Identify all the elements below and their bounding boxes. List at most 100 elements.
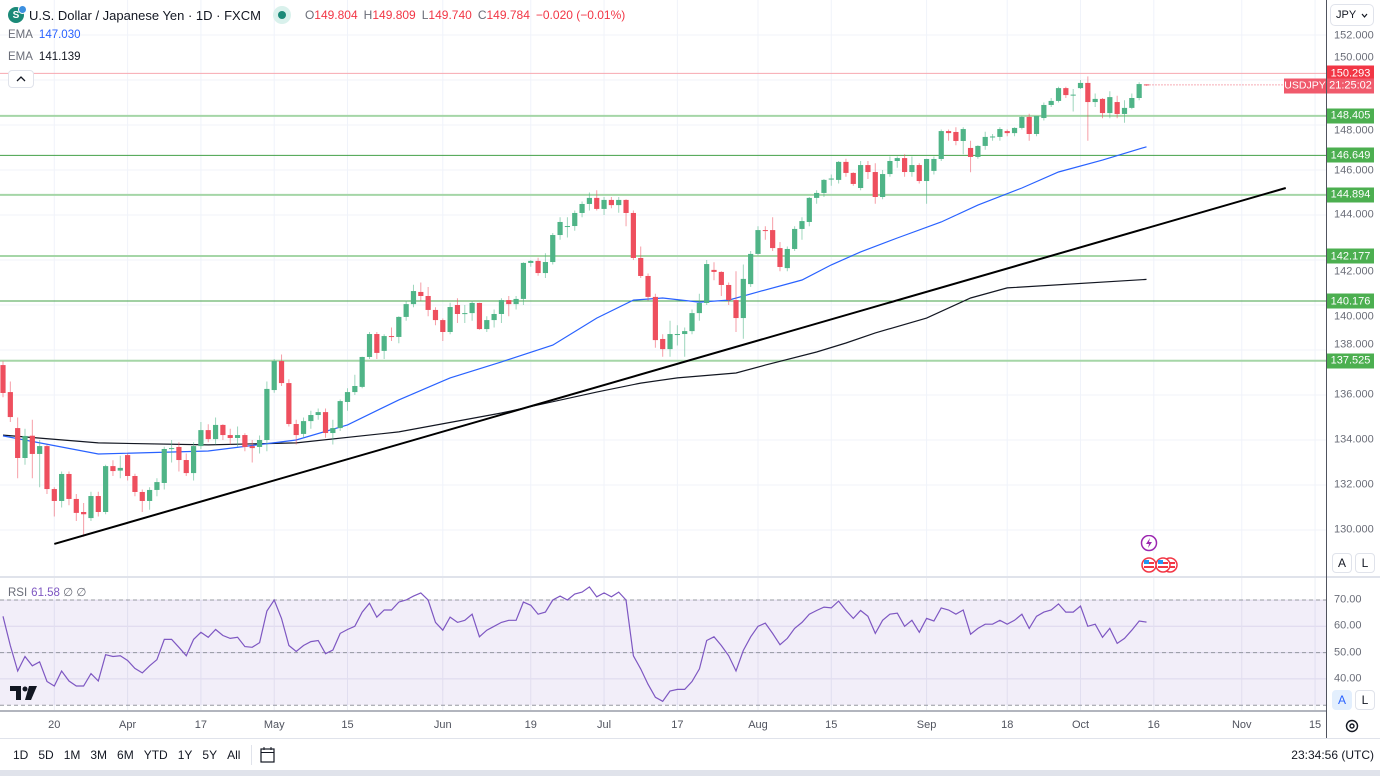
candle-body — [1085, 82, 1091, 103]
candle-body — [733, 300, 739, 319]
clock-timezone[interactable]: 23:34:56 (UTC) — [1291, 748, 1374, 762]
candle — [645, 273, 651, 301]
candle — [1033, 116, 1040, 137]
candle — [81, 503, 87, 537]
collapse-legend-button[interactable] — [8, 70, 34, 88]
price-axis-tick: 152.000 — [1334, 29, 1374, 42]
range-all-button[interactable]: All — [227, 747, 241, 762]
candle-body — [938, 131, 944, 159]
candle — [938, 129, 944, 161]
candle-body — [81, 512, 87, 515]
range-6m-button[interactable]: 6M — [117, 747, 134, 762]
rsi-auto-scale-label: A — [1337, 693, 1346, 707]
range-5d-button[interactable]: 5D — [38, 747, 54, 762]
candle — [704, 260, 710, 305]
candle-body — [469, 302, 475, 314]
rsi-pane[interactable] — [0, 578, 1326, 710]
candle-body — [579, 203, 585, 213]
candle-body — [168, 448, 175, 450]
calendar-go-to-date-icon[interactable] — [258, 746, 276, 764]
candle — [1048, 98, 1054, 107]
candle-body — [513, 298, 519, 305]
price-chart-pane[interactable] — [0, 0, 1326, 577]
auto-scale-button[interactable]: A — [1332, 553, 1352, 573]
candle-body — [7, 392, 13, 418]
candle — [110, 460, 116, 476]
economic-events[interactable] — [1140, 534, 1180, 580]
candle — [359, 356, 365, 389]
chart-settings-button[interactable] — [1344, 718, 1360, 734]
candle-body — [1026, 116, 1032, 134]
range-ytd-button[interactable]: YTD — [143, 747, 168, 762]
currency-select[interactable]: JPY — [1330, 4, 1374, 26]
candle-body — [410, 291, 417, 305]
candle-body — [374, 334, 380, 353]
candle — [139, 489, 145, 512]
candle-body — [828, 178, 834, 180]
rsi-legend[interactable]: RSI 61.58 ∅ ∅ — [8, 585, 86, 599]
candle-body — [916, 165, 922, 182]
range-1m-button[interactable]: 1M — [63, 747, 81, 762]
candle-body — [909, 165, 915, 173]
market-open-status-icon[interactable] — [272, 6, 291, 24]
candle — [1114, 95, 1120, 119]
trendline[interactable] — [54, 187, 1287, 545]
rsi-log-scale-button[interactable]: L — [1355, 690, 1375, 710]
candle-body — [850, 172, 856, 184]
time-axis-tick: 15 — [341, 719, 354, 731]
candle — [1099, 98, 1106, 119]
rsi-axis-tick: 70.00 — [1334, 593, 1362, 606]
candle-body — [564, 226, 571, 228]
candle-body — [322, 412, 329, 434]
candle — [923, 158, 930, 204]
candle — [901, 154, 908, 177]
candle-body — [520, 262, 527, 299]
level-price-badge: 142.177 — [1327, 248, 1374, 264]
range-3m-button[interactable]: 3M — [90, 747, 108, 762]
candle — [718, 271, 724, 296]
candle-body — [1129, 98, 1135, 108]
rsi-log-scale-label: L — [1361, 693, 1369, 707]
candle — [594, 190, 600, 211]
candle-body — [806, 197, 812, 222]
price-axis-tick: 132.000 — [1334, 478, 1374, 491]
log-scale-button[interactable]: L — [1355, 553, 1375, 573]
tradingview-logo[interactable] — [10, 686, 38, 705]
candle-body — [967, 147, 974, 157]
rsi-auto-scale-button[interactable]: A — [1332, 690, 1352, 710]
logo-letter: S — [12, 9, 20, 21]
symbol-title[interactable]: U.S. Dollar / Japanese Yen · 1D · FXCM — [29, 7, 261, 23]
us-flag-event-icon[interactable] — [1141, 557, 1157, 573]
candle-body — [37, 446, 43, 454]
candle — [967, 140, 974, 173]
pane-separator[interactable] — [0, 576, 1380, 578]
us-flag-event-icon[interactable] — [1155, 557, 1171, 573]
candle-body — [542, 262, 549, 274]
candle — [242, 433, 248, 452]
candle-body — [88, 496, 94, 519]
candle — [850, 172, 856, 186]
candle — [1041, 102, 1047, 121]
ema-fast-legend[interactable]: EMA 147.030 — [8, 29, 81, 41]
bar-countdown-badge: 21:25:02 — [1327, 78, 1374, 94]
candle-body — [359, 356, 365, 387]
candle-body — [454, 305, 461, 314]
candle — [396, 316, 402, 344]
candle-body — [176, 446, 182, 461]
ema-fast-name: EMA — [8, 29, 33, 41]
candle — [234, 426, 241, 447]
candle — [22, 428, 28, 465]
time-axis[interactable] — [0, 710, 1326, 738]
range-5y-button[interactable]: 5Y — [202, 747, 218, 762]
candle — [256, 435, 263, 454]
ema-slow-legend[interactable]: EMA 141.139 — [8, 51, 81, 63]
time-axis-tick: Oct — [1071, 719, 1090, 731]
candle-body — [550, 235, 556, 263]
candle — [909, 156, 915, 177]
range-1d-button[interactable]: 1D — [13, 747, 29, 762]
lightning-event-icon[interactable] — [1140, 534, 1158, 552]
rsi-name: RSI — [8, 587, 28, 599]
high-key: H — [363, 8, 373, 22]
price-axis[interactable] — [1326, 0, 1380, 738]
range-1y-button[interactable]: 1Y — [177, 747, 193, 762]
